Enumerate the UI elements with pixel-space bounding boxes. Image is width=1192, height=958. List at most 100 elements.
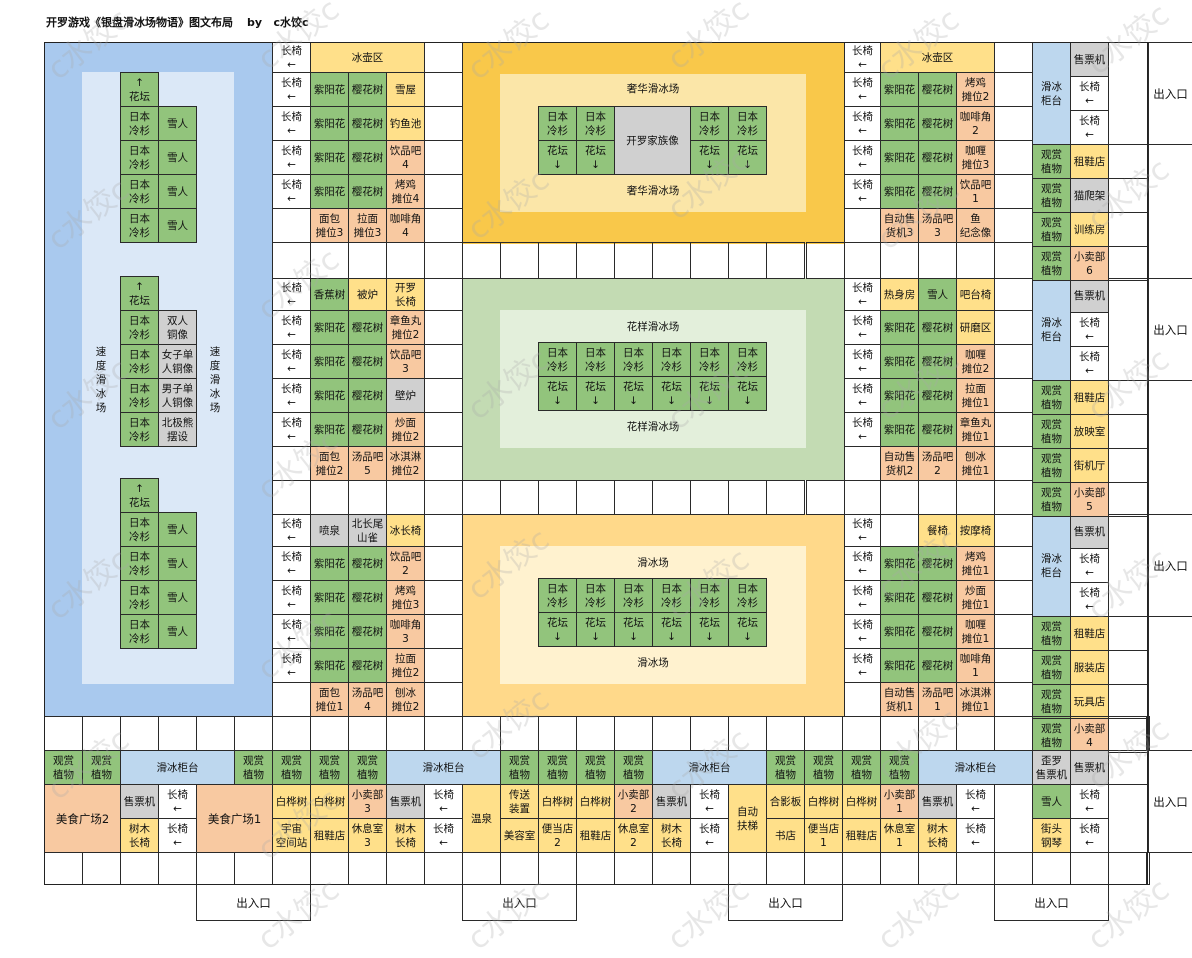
empty-cell	[424, 310, 463, 345]
bench-cell: 长椅 ←	[424, 784, 463, 819]
empty-cell	[424, 140, 463, 175]
fireplace: 壁炉	[386, 378, 425, 413]
empty-cell	[1108, 616, 1149, 651]
hydrangea-cell: 紫阳花	[880, 378, 919, 413]
empty-cell	[1108, 212, 1149, 247]
cedar-cell: 日本 冷杉	[538, 578, 577, 613]
sakura-cell: 樱花树	[918, 106, 957, 141]
empty-cell	[310, 716, 349, 751]
empty-cell	[1108, 178, 1149, 213]
cedar-cell: 日本 冷杉	[728, 342, 767, 377]
ramen-stall-1: 拉面 摊位1	[956, 378, 995, 413]
ornamental-plant: 观赏 植物	[614, 750, 653, 785]
sakura-cell: 樱花树	[918, 140, 957, 175]
empty-cell	[844, 446, 881, 481]
empty-cell	[994, 446, 1033, 481]
empty-cell	[234, 852, 273, 885]
empty-cell	[994, 716, 1033, 751]
flowerbed-cell: 花坛 ↓	[728, 140, 767, 175]
yakitori-stall-2: 烤鸡 摊位2	[956, 72, 995, 107]
vending-machine-1: 自动售 货机1	[880, 682, 919, 717]
empty-cell	[918, 852, 957, 885]
drink-bar-4: 饮品吧 4	[386, 140, 425, 175]
bench-cell: 长椅 ←	[1070, 818, 1109, 853]
hydrangea-cell: 紫阳花	[310, 378, 349, 413]
ornamental-plant: 观赏 植物	[1032, 448, 1071, 483]
flowerbed-cell: 花坛 ↓	[538, 376, 577, 411]
ornamental-plant: 观赏 植物	[1032, 482, 1071, 517]
empty-cell	[424, 446, 463, 481]
skate-rental: 租鞋店	[1070, 380, 1109, 415]
skate-counter-h: 滑冰柜台	[652, 750, 767, 785]
skate-counter: 滑冰 柜台	[1032, 514, 1071, 617]
empty-cell	[614, 480, 653, 515]
ornamental-plant: 观赏 植物	[310, 750, 349, 785]
takoyaki-stall-2: 章鱼丸 摊位2	[386, 310, 425, 345]
bar-chair: 吧台椅	[956, 278, 995, 311]
empty-cell	[766, 480, 805, 515]
bench-cell: 长椅 ←	[690, 818, 729, 853]
dining-chair: 餐椅	[918, 514, 957, 547]
hydrangea-cell: 紫阳花	[310, 106, 349, 141]
empty-cell	[994, 682, 1033, 717]
bench-cell: 长椅 ←	[844, 310, 881, 345]
statue-woman: 女子单 人铜像	[158, 344, 197, 379]
layout-map: 奢华滑冰场 奢华滑冰场 花样滑冰场 花样滑冰场 滑冰场 滑冰场速 度 滑 冰 场速 度 滑…	[44, 42, 1192, 921]
bench-cell: 长椅 ←	[272, 310, 311, 345]
hydrangea-cell: 紫阳花	[880, 174, 919, 209]
tree-bench: 树木 长椅	[918, 818, 957, 853]
ornamental-plant: 观赏 植物	[1032, 414, 1071, 449]
hydrangea-cell: 紫阳花	[880, 580, 919, 615]
empty-cell	[44, 852, 83, 885]
fountain: 喷泉	[310, 514, 349, 547]
hydrangea-cell: 紫阳花	[310, 546, 349, 581]
snowman-cell: 雪人	[918, 278, 957, 311]
hydrangea-cell: 紫阳花	[310, 580, 349, 615]
curry-stall-2: 咖喱 摊位2	[956, 344, 995, 379]
snack-shop-3: 小卖部 3	[348, 784, 387, 819]
birch-tree: 白桦树	[310, 784, 349, 819]
skate-rental: 租鞋店	[842, 818, 881, 853]
exit-right: 出入口	[1148, 514, 1192, 617]
lucky-rink-label: 花样滑冰场	[626, 321, 680, 333]
empty-cell	[424, 852, 463, 885]
hydrangea-cell: 紫阳花	[880, 614, 919, 649]
ticket-machine: 售票机	[918, 784, 957, 819]
empty-cell	[424, 580, 463, 615]
bench-cell: 长椅 ←	[844, 42, 881, 73]
hydrangea-cell: 紫阳花	[310, 412, 349, 447]
empty-cell	[844, 208, 881, 243]
empty-cell	[690, 852, 729, 885]
empty-cell	[424, 648, 463, 683]
bookstore: 书店	[766, 818, 805, 853]
empty-cell	[424, 72, 463, 107]
empty-cell	[994, 378, 1033, 413]
curling-zone-label: 冰壶区	[880, 42, 995, 73]
bench-cell: 长椅 ←	[844, 514, 881, 547]
empty-cell	[310, 242, 349, 279]
screening-room: 放映室	[1070, 414, 1109, 449]
fried-noodle-stall-2: 炒面 摊位2	[386, 412, 425, 447]
tree-bench: 树木 长椅	[386, 818, 425, 853]
bench-cell: 长椅 ←	[272, 72, 311, 107]
bench-cell: 长椅 ←	[272, 580, 311, 615]
empty-cell	[956, 242, 995, 279]
bench-cell: 长椅 ←	[690, 784, 729, 819]
empty-cell	[652, 852, 691, 885]
sakura-cell: 樱花树	[918, 378, 957, 413]
empty-cell	[956, 852, 995, 885]
exit-bottom: 出入口	[728, 884, 843, 921]
empty-cell	[956, 480, 995, 515]
cedar-cell: 日本 冷杉	[690, 342, 729, 377]
hydrangea-cell: 紫阳花	[880, 72, 919, 107]
ornamental-plant: 观赏 植物	[234, 750, 273, 785]
kairo-ticket-machine: 歪罗 售票机	[1032, 750, 1071, 785]
soup-bar-2: 汤品吧 2	[918, 446, 957, 481]
cedar-cell: 日本 冷杉	[576, 578, 615, 613]
empty-cell	[994, 72, 1033, 107]
hydrangea-cell: 紫阳花	[880, 106, 919, 141]
food-court-2: 美食广场2	[44, 784, 121, 853]
cedar-cell: 日本 冷杉	[120, 140, 159, 175]
beauty-salon: 美容室	[500, 818, 539, 853]
empty-cell	[424, 514, 463, 547]
